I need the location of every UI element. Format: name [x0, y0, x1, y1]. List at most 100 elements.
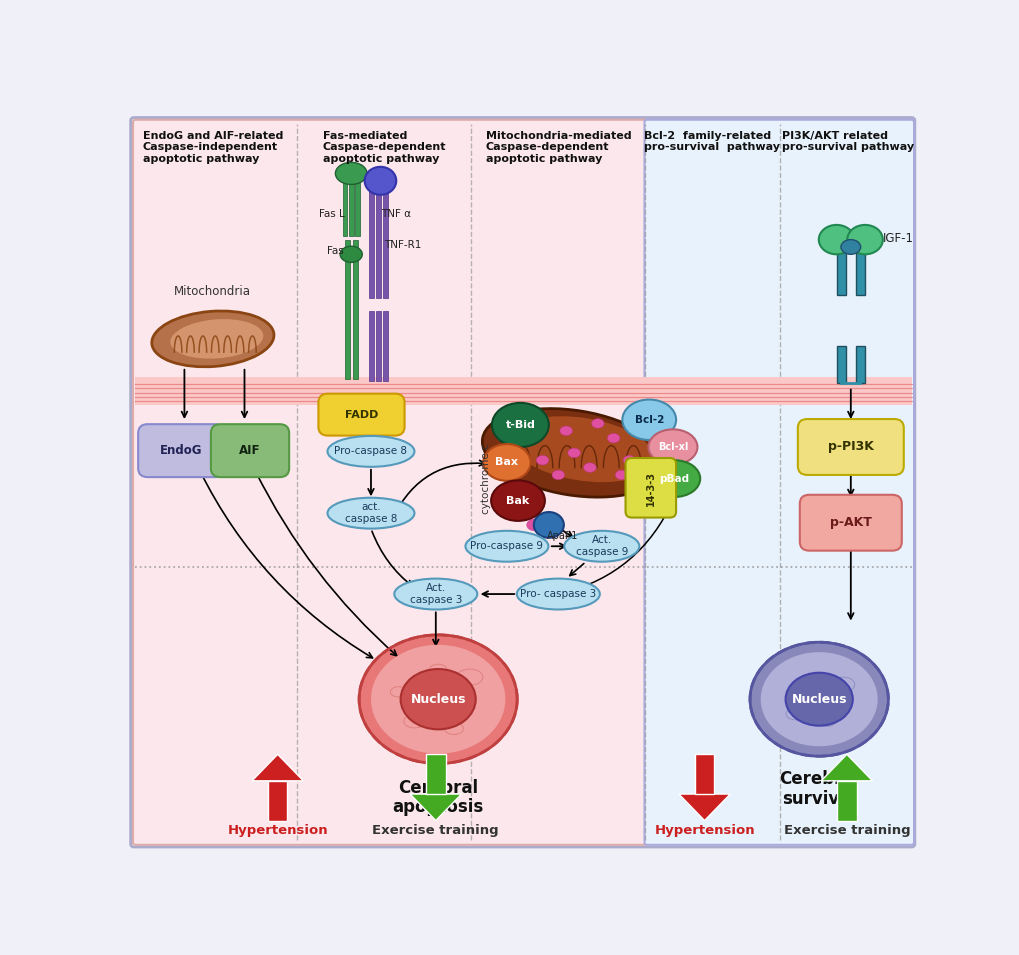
Text: Cerebral: Cerebral: [779, 770, 858, 788]
Ellipse shape: [491, 403, 548, 447]
Text: Pro- caspase 3: Pro- caspase 3: [520, 589, 596, 599]
Text: p-PI3K: p-PI3K: [827, 440, 873, 454]
Text: t-Bid: t-Bid: [505, 420, 535, 430]
FancyBboxPatch shape: [138, 424, 224, 478]
Text: survival: survival: [782, 790, 855, 808]
Polygon shape: [252, 754, 303, 781]
Text: EndoG: EndoG: [160, 444, 203, 457]
Text: AIF: AIF: [239, 444, 261, 457]
Text: act.
caspase 8: act. caspase 8: [344, 502, 396, 524]
FancyBboxPatch shape: [797, 419, 903, 475]
Ellipse shape: [517, 579, 599, 609]
Text: Bax: Bax: [495, 457, 518, 467]
Text: Act.
caspase 3: Act. caspase 3: [410, 584, 462, 605]
Bar: [355, 180, 360, 236]
Text: TNF α: TNF α: [381, 209, 411, 219]
Ellipse shape: [327, 435, 414, 467]
Ellipse shape: [536, 456, 548, 465]
Ellipse shape: [749, 642, 888, 756]
Text: Cerebral: Cerebral: [397, 778, 478, 796]
Ellipse shape: [335, 162, 367, 184]
Ellipse shape: [606, 434, 620, 443]
Text: Fas-mediated
Caspase-dependent
apoptotic pathway: Fas-mediated Caspase-dependent apoptotic…: [322, 131, 445, 164]
Ellipse shape: [327, 498, 414, 529]
FancyBboxPatch shape: [799, 495, 901, 551]
Text: FADD: FADD: [344, 410, 378, 419]
Ellipse shape: [559, 426, 572, 435]
Ellipse shape: [483, 444, 530, 480]
Text: Hypertension: Hypertension: [653, 824, 754, 838]
Bar: [426, 754, 445, 794]
Bar: [342, 180, 346, 236]
Ellipse shape: [564, 531, 639, 562]
Ellipse shape: [152, 311, 274, 367]
Ellipse shape: [359, 635, 517, 764]
Text: Bcl-2  family-related
pro-survival  pathway: Bcl-2 family-related pro-survival pathwa…: [644, 131, 780, 153]
FancyBboxPatch shape: [625, 458, 676, 518]
Ellipse shape: [526, 520, 542, 531]
Bar: [353, 240, 358, 379]
Ellipse shape: [510, 416, 653, 482]
Bar: [382, 184, 388, 299]
Text: Fas L: Fas L: [318, 209, 344, 219]
Text: Nucleus: Nucleus: [791, 692, 846, 706]
Text: Apaf-1: Apaf-1: [546, 531, 578, 541]
Bar: [836, 250, 845, 295]
Text: 14-3-3: 14-3-3: [645, 471, 655, 505]
Text: Fas: Fas: [327, 245, 343, 256]
Text: IGF-1: IGF-1: [881, 232, 913, 244]
Text: Mitochondria: Mitochondria: [174, 285, 251, 298]
Ellipse shape: [648, 460, 699, 497]
Bar: [368, 311, 374, 381]
Ellipse shape: [591, 418, 603, 428]
FancyBboxPatch shape: [318, 393, 405, 435]
Bar: [694, 754, 713, 794]
Text: Pro-caspase 8: Pro-caspase 8: [334, 446, 407, 456]
Ellipse shape: [847, 225, 882, 254]
Ellipse shape: [785, 672, 852, 726]
Text: Pro-caspase 9: Pro-caspase 9: [470, 541, 543, 551]
Ellipse shape: [648, 430, 697, 465]
Bar: [837, 781, 856, 820]
Bar: [382, 311, 388, 381]
Ellipse shape: [520, 434, 533, 443]
Ellipse shape: [365, 167, 396, 195]
Ellipse shape: [623, 456, 635, 465]
Polygon shape: [820, 754, 871, 781]
Text: cytochrome c: cytochrome c: [480, 443, 490, 514]
Ellipse shape: [533, 512, 564, 538]
Ellipse shape: [400, 669, 475, 730]
Ellipse shape: [551, 470, 565, 479]
Polygon shape: [410, 794, 461, 820]
Text: Exercise training: Exercise training: [372, 824, 498, 838]
Polygon shape: [679, 794, 730, 820]
Ellipse shape: [519, 500, 534, 513]
Text: Bcl-2: Bcl-2: [634, 414, 663, 425]
Ellipse shape: [491, 480, 544, 520]
Bar: [836, 347, 845, 383]
Text: Bak: Bak: [505, 496, 529, 505]
FancyBboxPatch shape: [132, 119, 647, 845]
Ellipse shape: [394, 579, 477, 609]
Text: pBad: pBad: [659, 474, 689, 483]
Text: PI3K/AKT related
pro-survival pathway: PI3K/AKT related pro-survival pathway: [782, 131, 914, 153]
Ellipse shape: [760, 652, 876, 746]
Bar: [268, 781, 287, 820]
Text: TNF-R1: TNF-R1: [383, 240, 421, 250]
Ellipse shape: [818, 225, 854, 254]
Bar: [375, 311, 381, 381]
FancyBboxPatch shape: [211, 424, 288, 478]
Text: Nucleus: Nucleus: [410, 692, 466, 706]
Text: p-AKT: p-AKT: [829, 517, 871, 529]
FancyBboxPatch shape: [136, 377, 911, 405]
Text: Exercise training: Exercise training: [783, 824, 909, 838]
Ellipse shape: [614, 470, 628, 479]
Ellipse shape: [371, 645, 504, 753]
Bar: [344, 240, 351, 379]
Text: EndoG and AIF-related
Caspase-independent
apoptotic pathway: EndoG and AIF-related Caspase-independen…: [143, 131, 283, 164]
Ellipse shape: [482, 409, 665, 498]
Bar: [855, 347, 864, 383]
Bar: [855, 250, 864, 295]
Ellipse shape: [568, 448, 580, 457]
Bar: [368, 184, 374, 299]
